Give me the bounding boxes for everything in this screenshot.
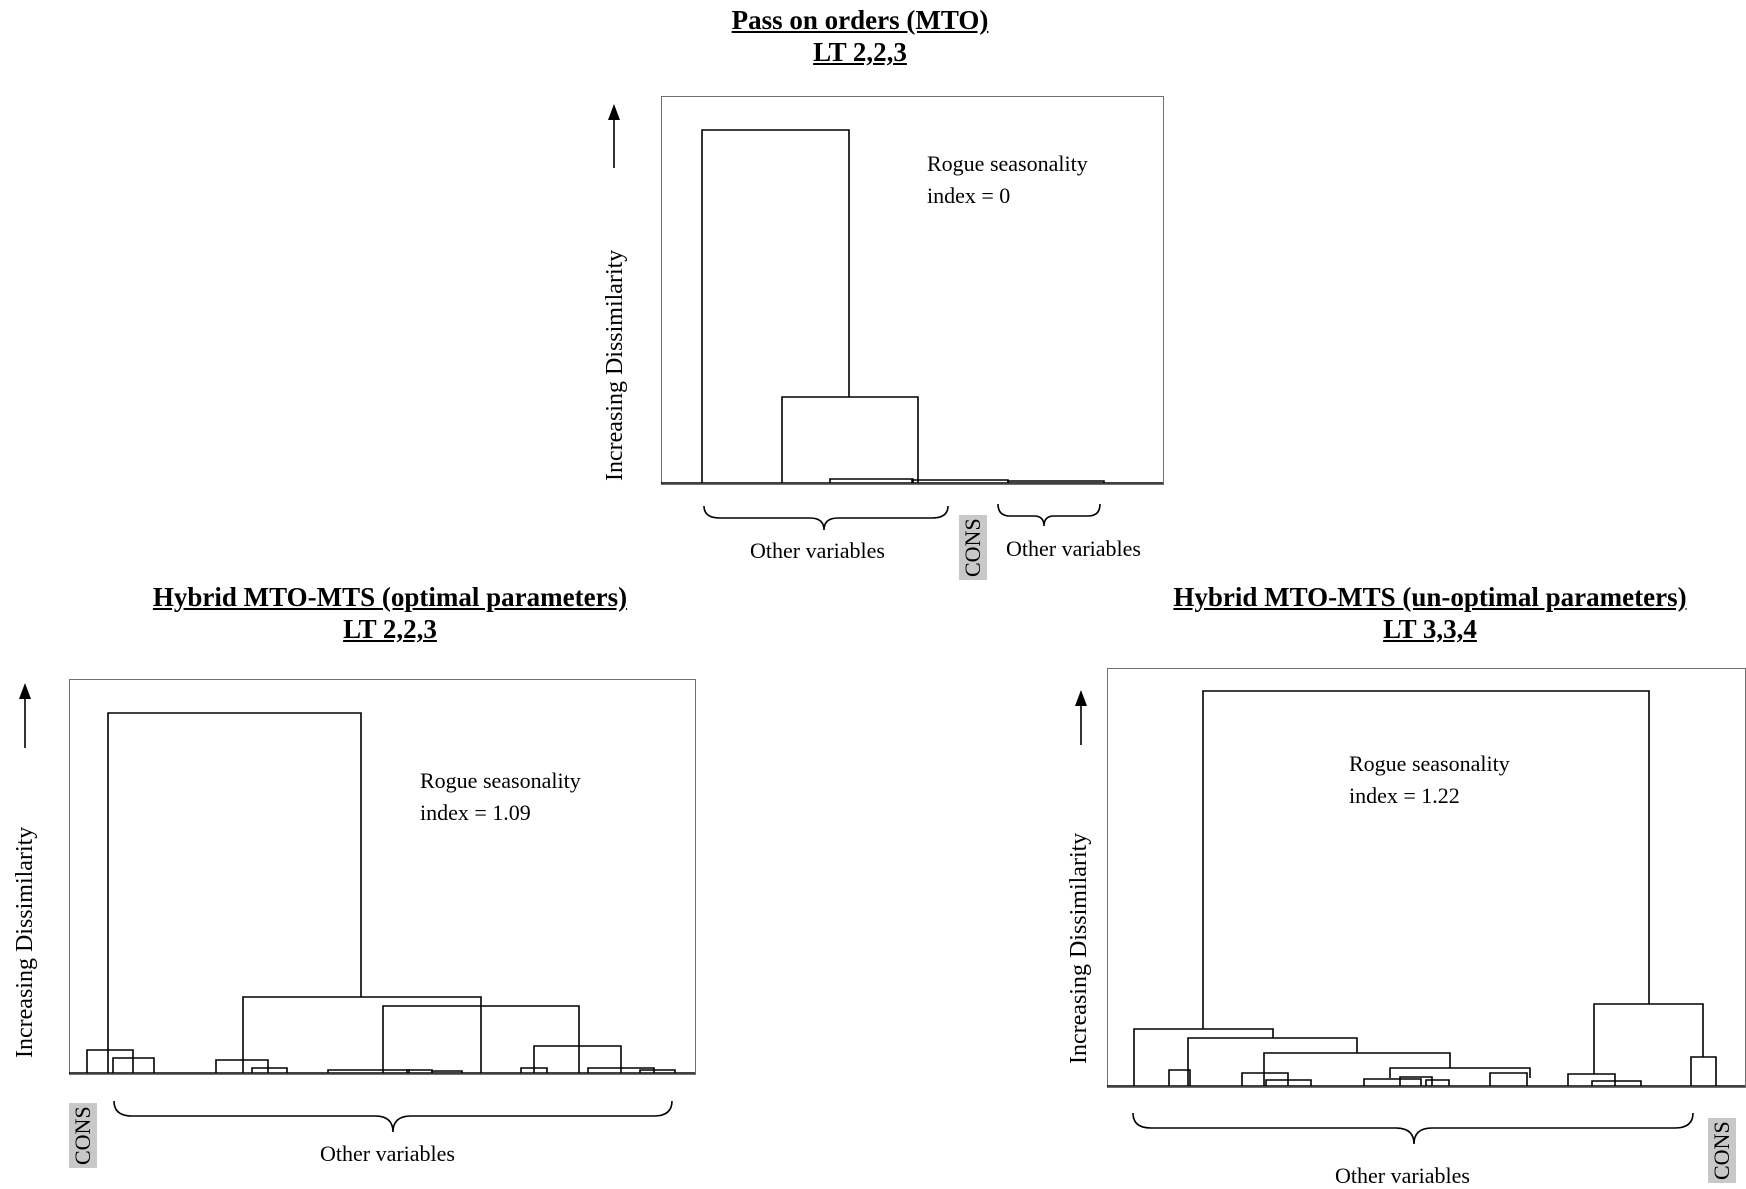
panel2-plot-area xyxy=(69,679,696,1075)
panel2-title-line1: Hybrid MTO-MTS (optimal parameters) xyxy=(152,582,628,612)
panel3-left-link xyxy=(1133,1028,1274,1086)
panel1-title: Pass on orders (MTO) LT 2,2,3 xyxy=(660,4,1060,68)
panel1-top-link xyxy=(701,129,850,483)
panel3-title: Hybrid MTO-MTS (un-optimal parameters) L… xyxy=(1130,581,1730,645)
panel2-second-link xyxy=(242,996,482,1073)
panel3-link xyxy=(1489,1072,1528,1086)
panel3-link xyxy=(1425,1079,1450,1086)
panel2-link xyxy=(251,1067,288,1073)
panel3-annotation: Rogue seasonality index = 1.22 xyxy=(1349,748,1510,812)
panel1-plot-area xyxy=(661,96,1164,485)
panel2-link xyxy=(112,1057,155,1073)
panel3-link xyxy=(1690,1056,1717,1086)
panel1-brace-right xyxy=(997,503,1101,527)
panel3-link xyxy=(1567,1073,1616,1086)
panel3-link xyxy=(1399,1076,1433,1086)
panel1-annotation: Rogue seasonality index = 0 xyxy=(927,148,1088,212)
panel3-right-link xyxy=(1593,1003,1704,1074)
panel3-link xyxy=(1389,1067,1531,1078)
panel2-dendrogram xyxy=(19,683,695,1133)
panel1-dendrogram xyxy=(608,104,1163,531)
panel1-title-line1: Pass on orders (MTO) xyxy=(731,5,989,35)
panel3-brace xyxy=(1132,1112,1694,1145)
panel2-link xyxy=(86,1049,134,1073)
panel3-link xyxy=(1187,1037,1358,1086)
panel3-annotation-line2: index = 1.22 xyxy=(1349,783,1460,808)
panel3-link xyxy=(1168,1069,1191,1086)
panel2-link xyxy=(215,1059,269,1073)
panel1-y-axis-arrow xyxy=(608,104,620,168)
panel2-title: Hybrid MTO-MTS (optimal parameters) LT 2… xyxy=(90,581,690,645)
panel3-link xyxy=(1263,1052,1451,1086)
panel3-y-axis-arrow xyxy=(1075,690,1087,745)
panel1-title-line2: LT 2,2,3 xyxy=(813,37,907,67)
panel1-second-link xyxy=(781,396,919,483)
panel3-link xyxy=(1591,1080,1642,1086)
panel1-annotation-line2: index = 0 xyxy=(927,183,1011,208)
panel2-top-link xyxy=(107,712,362,1073)
panel1-small-link xyxy=(829,478,914,483)
panel2-group-label: Other variables xyxy=(320,1141,455,1166)
panel2-link xyxy=(639,1069,676,1073)
panel2-link xyxy=(431,1070,463,1073)
panel1-brace-left xyxy=(703,505,949,531)
panel1-group-label-right: Other variables xyxy=(1006,536,1141,561)
panel3-title-line1: Hybrid MTO-MTS (un-optimal parameters) xyxy=(1173,582,1687,612)
panel3-link xyxy=(1363,1078,1422,1086)
panel2-link xyxy=(520,1067,548,1073)
panel2-link xyxy=(327,1069,410,1073)
panel2-annotation-line2: index = 1.09 xyxy=(420,800,531,825)
panel3-annotation-line1: Rogue seasonality xyxy=(1349,751,1510,776)
panel3-title-line2: LT 3,3,4 xyxy=(1383,614,1477,644)
panel3-group-label: Other variables xyxy=(1335,1163,1470,1188)
panel1-annotation-line1: Rogue seasonality xyxy=(927,151,1088,176)
panel1-group-label-left: Other variables xyxy=(750,538,885,563)
panel2-third-link xyxy=(382,1005,580,1073)
panel2-annotation-line1: Rogue seasonality xyxy=(420,768,581,793)
panel3-top-link xyxy=(1202,690,1650,1029)
panel2-brace xyxy=(113,1100,673,1133)
panel1-small-link xyxy=(1007,480,1105,483)
panel3-link xyxy=(1265,1079,1312,1086)
panel2-title-line2: LT 2,2,3 xyxy=(343,614,437,644)
panel2-link xyxy=(533,1045,622,1073)
panel3-dendrogram xyxy=(1075,690,1745,1145)
panel2-y-axis-arrow xyxy=(19,683,31,748)
panel2-annotation: Rogue seasonality index = 1.09 xyxy=(420,765,581,829)
